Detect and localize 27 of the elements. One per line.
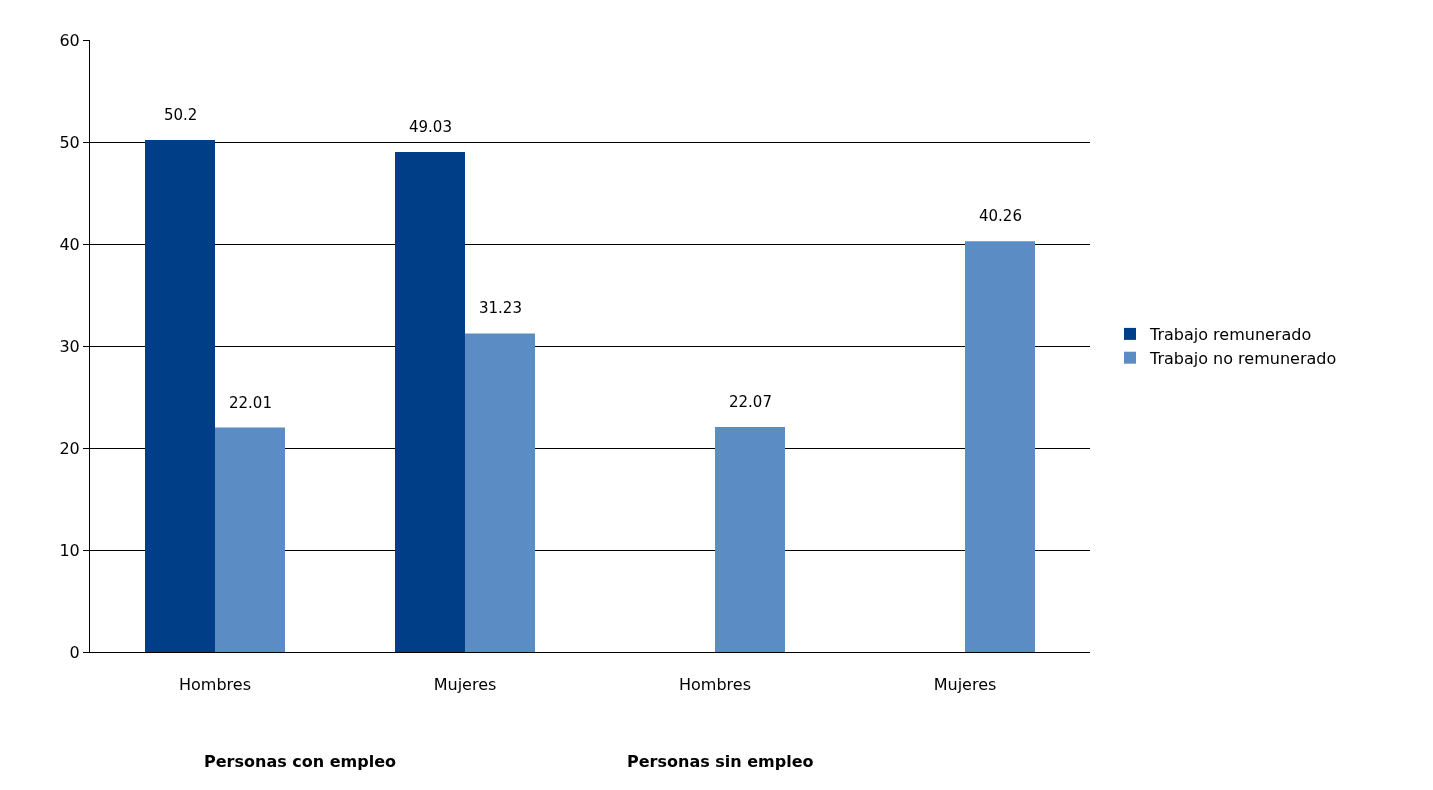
- bar: [715, 426, 785, 652]
- data-label: 50.2: [164, 106, 198, 124]
- y-tick-label: 30: [59, 336, 80, 356]
- data-label: 31.23: [479, 299, 522, 317]
- y-tick-label: 60: [59, 30, 80, 50]
- text: Personas con empleo: [204, 752, 397, 771]
- data-label: 22.07: [729, 393, 772, 411]
- legend-label: Trabajo remunerado: [1149, 325, 1312, 345]
- data-label: 22.01: [229, 394, 272, 412]
- bar: [395, 151, 465, 652]
- bar: [215, 427, 285, 652]
- y-tick-label: 0: [69, 642, 80, 662]
- bar: [465, 333, 535, 652]
- data-label: 49.03: [409, 118, 452, 136]
- legend-label: Trabajo no remunerado: [1149, 348, 1337, 368]
- x-tick-label: Mujeres: [933, 675, 997, 695]
- x-tick-label: Mujeres: [433, 675, 497, 695]
- text: Personas sin empleo: [627, 752, 814, 771]
- y-tick-label: 50: [59, 132, 80, 152]
- x-tick-label: Hombres: [179, 675, 251, 695]
- x-tick-label: Hombres: [679, 675, 751, 695]
- bar: [965, 241, 1035, 652]
- y-tick-label: 40: [59, 234, 80, 254]
- y-tick-label: 10: [59, 540, 80, 560]
- y-tick-label: 20: [59, 438, 80, 458]
- data-label: 40.26: [979, 207, 1022, 225]
- bar: [145, 139, 215, 652]
